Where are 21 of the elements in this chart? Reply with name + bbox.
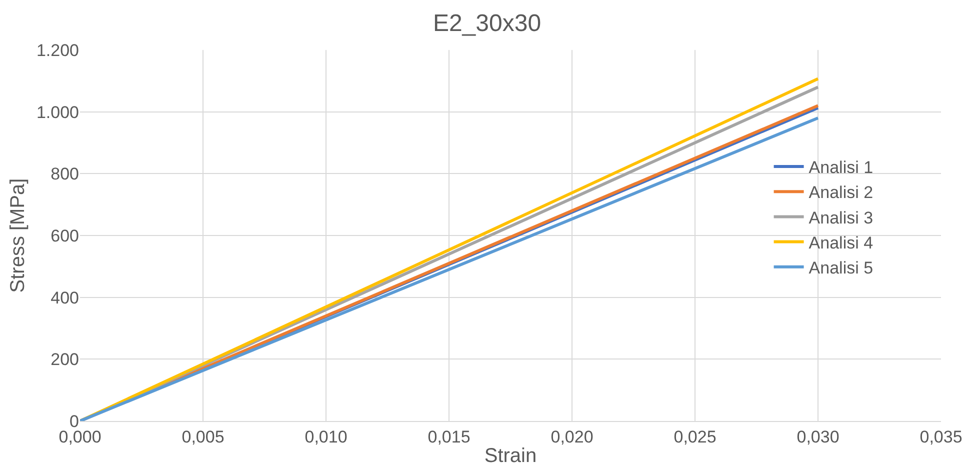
y-tick-label: 800 <box>50 164 79 184</box>
legend-label: Analisi 3 <box>808 208 874 228</box>
y-axis-title: Stress [MPa] <box>6 178 29 293</box>
x-tick-label: 0,010 <box>304 427 348 446</box>
chart-title: E2_30x30 <box>432 10 542 38</box>
y-tick-label: 200 <box>50 350 79 370</box>
x-axis-title: Strain <box>484 444 537 467</box>
y-tick-label: 400 <box>50 288 79 308</box>
x-tick-label: 0,025 <box>674 427 716 446</box>
x-tick-label: 0,020 <box>550 427 594 446</box>
x-tick-label: 0,015 <box>428 427 470 446</box>
y-tick-label: 1.200 <box>36 40 79 60</box>
x-tick-label: 0,030 <box>796 427 840 446</box>
legend-label: Analisi 1 <box>808 158 874 178</box>
legend-label: Analisi 2 <box>808 183 874 202</box>
x-tick-label: 0,035 <box>920 427 962 446</box>
y-tick-label: 1.000 <box>36 102 79 122</box>
legend-label: Analisi 4 <box>808 233 874 252</box>
legend-label: Analisi 5 <box>808 258 874 278</box>
x-tick-label: 0,005 <box>182 427 224 446</box>
y-tick-label: 600 <box>50 226 79 246</box>
